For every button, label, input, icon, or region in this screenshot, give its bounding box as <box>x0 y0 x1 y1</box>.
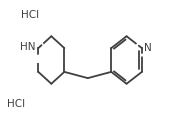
Text: HCl: HCl <box>7 99 25 109</box>
Text: HN: HN <box>20 42 36 52</box>
Text: N: N <box>144 43 152 53</box>
Text: HCl: HCl <box>21 10 39 20</box>
